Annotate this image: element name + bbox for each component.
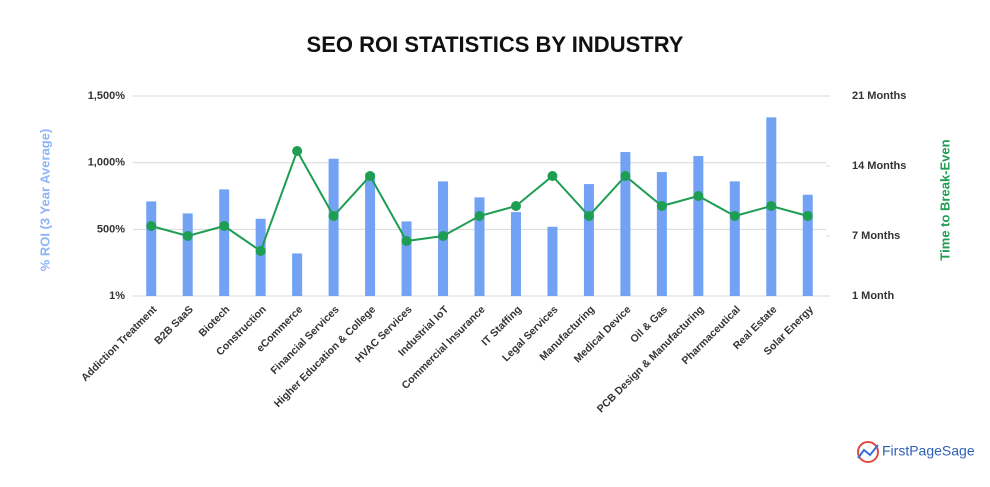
line-point (656, 201, 667, 211)
line-point (693, 191, 704, 201)
bar (656, 172, 667, 296)
bar (729, 181, 740, 296)
line-point (510, 201, 521, 211)
brand-logo: FirstPageSage (857, 441, 975, 463)
line-point (766, 201, 777, 211)
line-point (219, 221, 230, 231)
bar (328, 158, 339, 296)
bar (802, 194, 813, 296)
bar (693, 156, 704, 296)
line-point (583, 211, 594, 221)
bar (146, 201, 157, 296)
x-tick-label: Financial Services (268, 303, 341, 376)
logo-icon (857, 441, 879, 463)
line-point (620, 171, 631, 181)
logo-arrow (857, 444, 879, 459)
brand-name: FirstPageSage (882, 443, 975, 459)
line-point (438, 231, 449, 241)
bar (547, 226, 558, 296)
chart-title: SEO ROI STATISTICS BY INDUSTRY (307, 32, 684, 57)
bar (401, 221, 412, 296)
bar (474, 197, 485, 296)
line-point (255, 246, 266, 256)
x-tick-label: B2B SaaS (152, 304, 196, 348)
y-tick-label: 1% (109, 290, 125, 302)
bar (182, 213, 193, 296)
line-point (182, 231, 193, 241)
line-point (547, 171, 558, 181)
bar (510, 212, 521, 296)
bar (292, 253, 303, 296)
bar (219, 189, 230, 296)
y-tick-label: 500% (97, 223, 125, 235)
bar (255, 218, 266, 296)
x-tick-label: Addiction Treatment (79, 303, 160, 384)
line-point (292, 146, 303, 156)
y2-tick-label: 7 Months (852, 230, 900, 242)
bar (365, 173, 376, 296)
bar (620, 152, 631, 296)
y2-tick-label: 14 Months (852, 160, 906, 172)
bar (583, 184, 594, 296)
line-point (146, 221, 157, 231)
line-point (365, 171, 376, 181)
y2-axis-title: Time to Break-Even (937, 139, 952, 260)
y-axis-title: % ROI (3 Year Average) (37, 129, 52, 272)
line-point (802, 211, 813, 221)
line-point (474, 211, 485, 221)
y2-tick-label: 21 Months (852, 90, 906, 102)
y-tick-label: 1,500% (88, 90, 126, 102)
line-point (401, 236, 412, 246)
x-tick-label: Biotech (197, 304, 233, 340)
line-point (729, 211, 740, 221)
y2-tick-label: 1 Month (852, 290, 894, 302)
line-point (328, 211, 339, 221)
y-tick-label: 1,000% (88, 157, 126, 169)
